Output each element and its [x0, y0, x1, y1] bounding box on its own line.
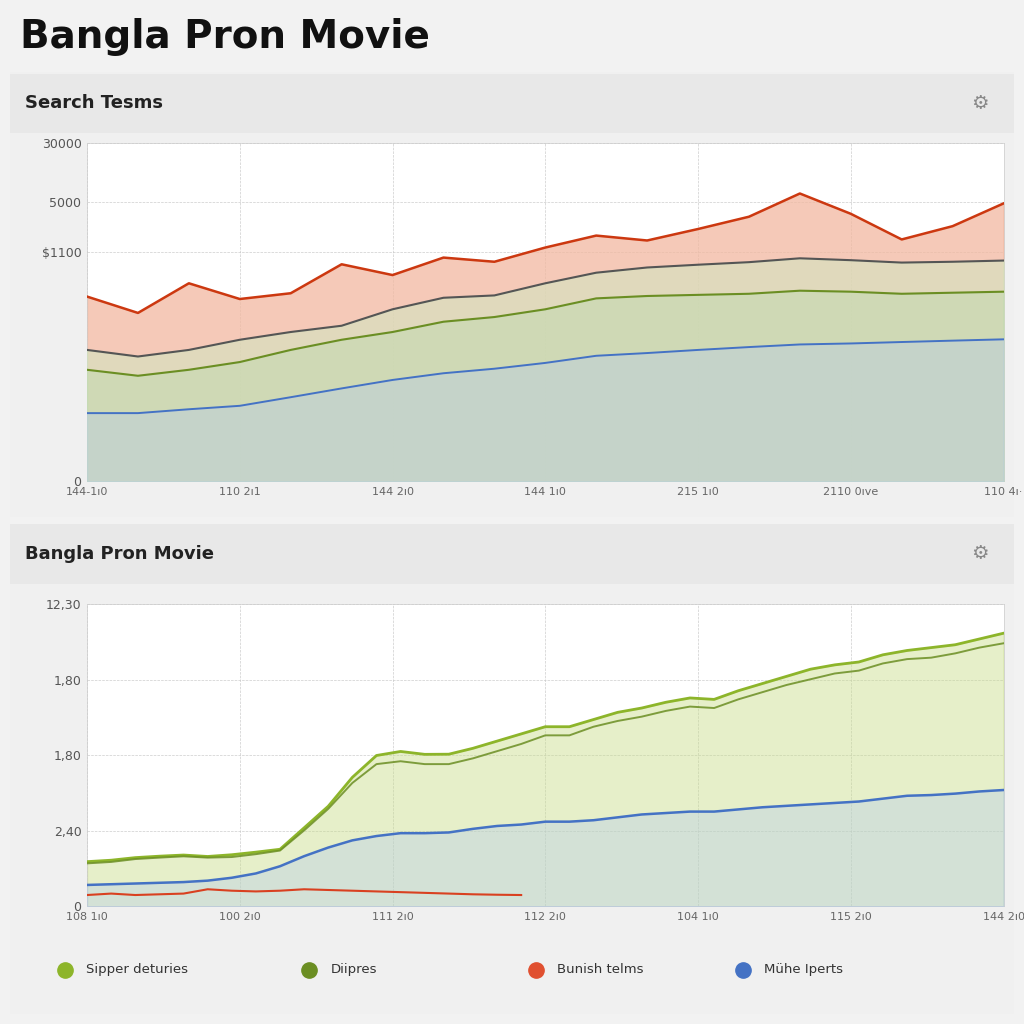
- Text: Search Tesms: Search Tesms: [26, 94, 163, 113]
- Text: Mühe Iperts: Mühe Iperts: [765, 964, 844, 976]
- Text: ⚙: ⚙: [971, 545, 989, 563]
- Text: ⚙: ⚙: [971, 94, 989, 113]
- Text: Diipres: Diipres: [331, 964, 378, 976]
- Text: Bangla Pron Movie: Bangla Pron Movie: [26, 545, 214, 563]
- Text: Sipper deturies: Sipper deturies: [86, 964, 188, 976]
- Text: Bunish telms: Bunish telms: [557, 964, 644, 976]
- Text: Bangla Pron Movie: Bangla Pron Movie: [20, 17, 430, 55]
